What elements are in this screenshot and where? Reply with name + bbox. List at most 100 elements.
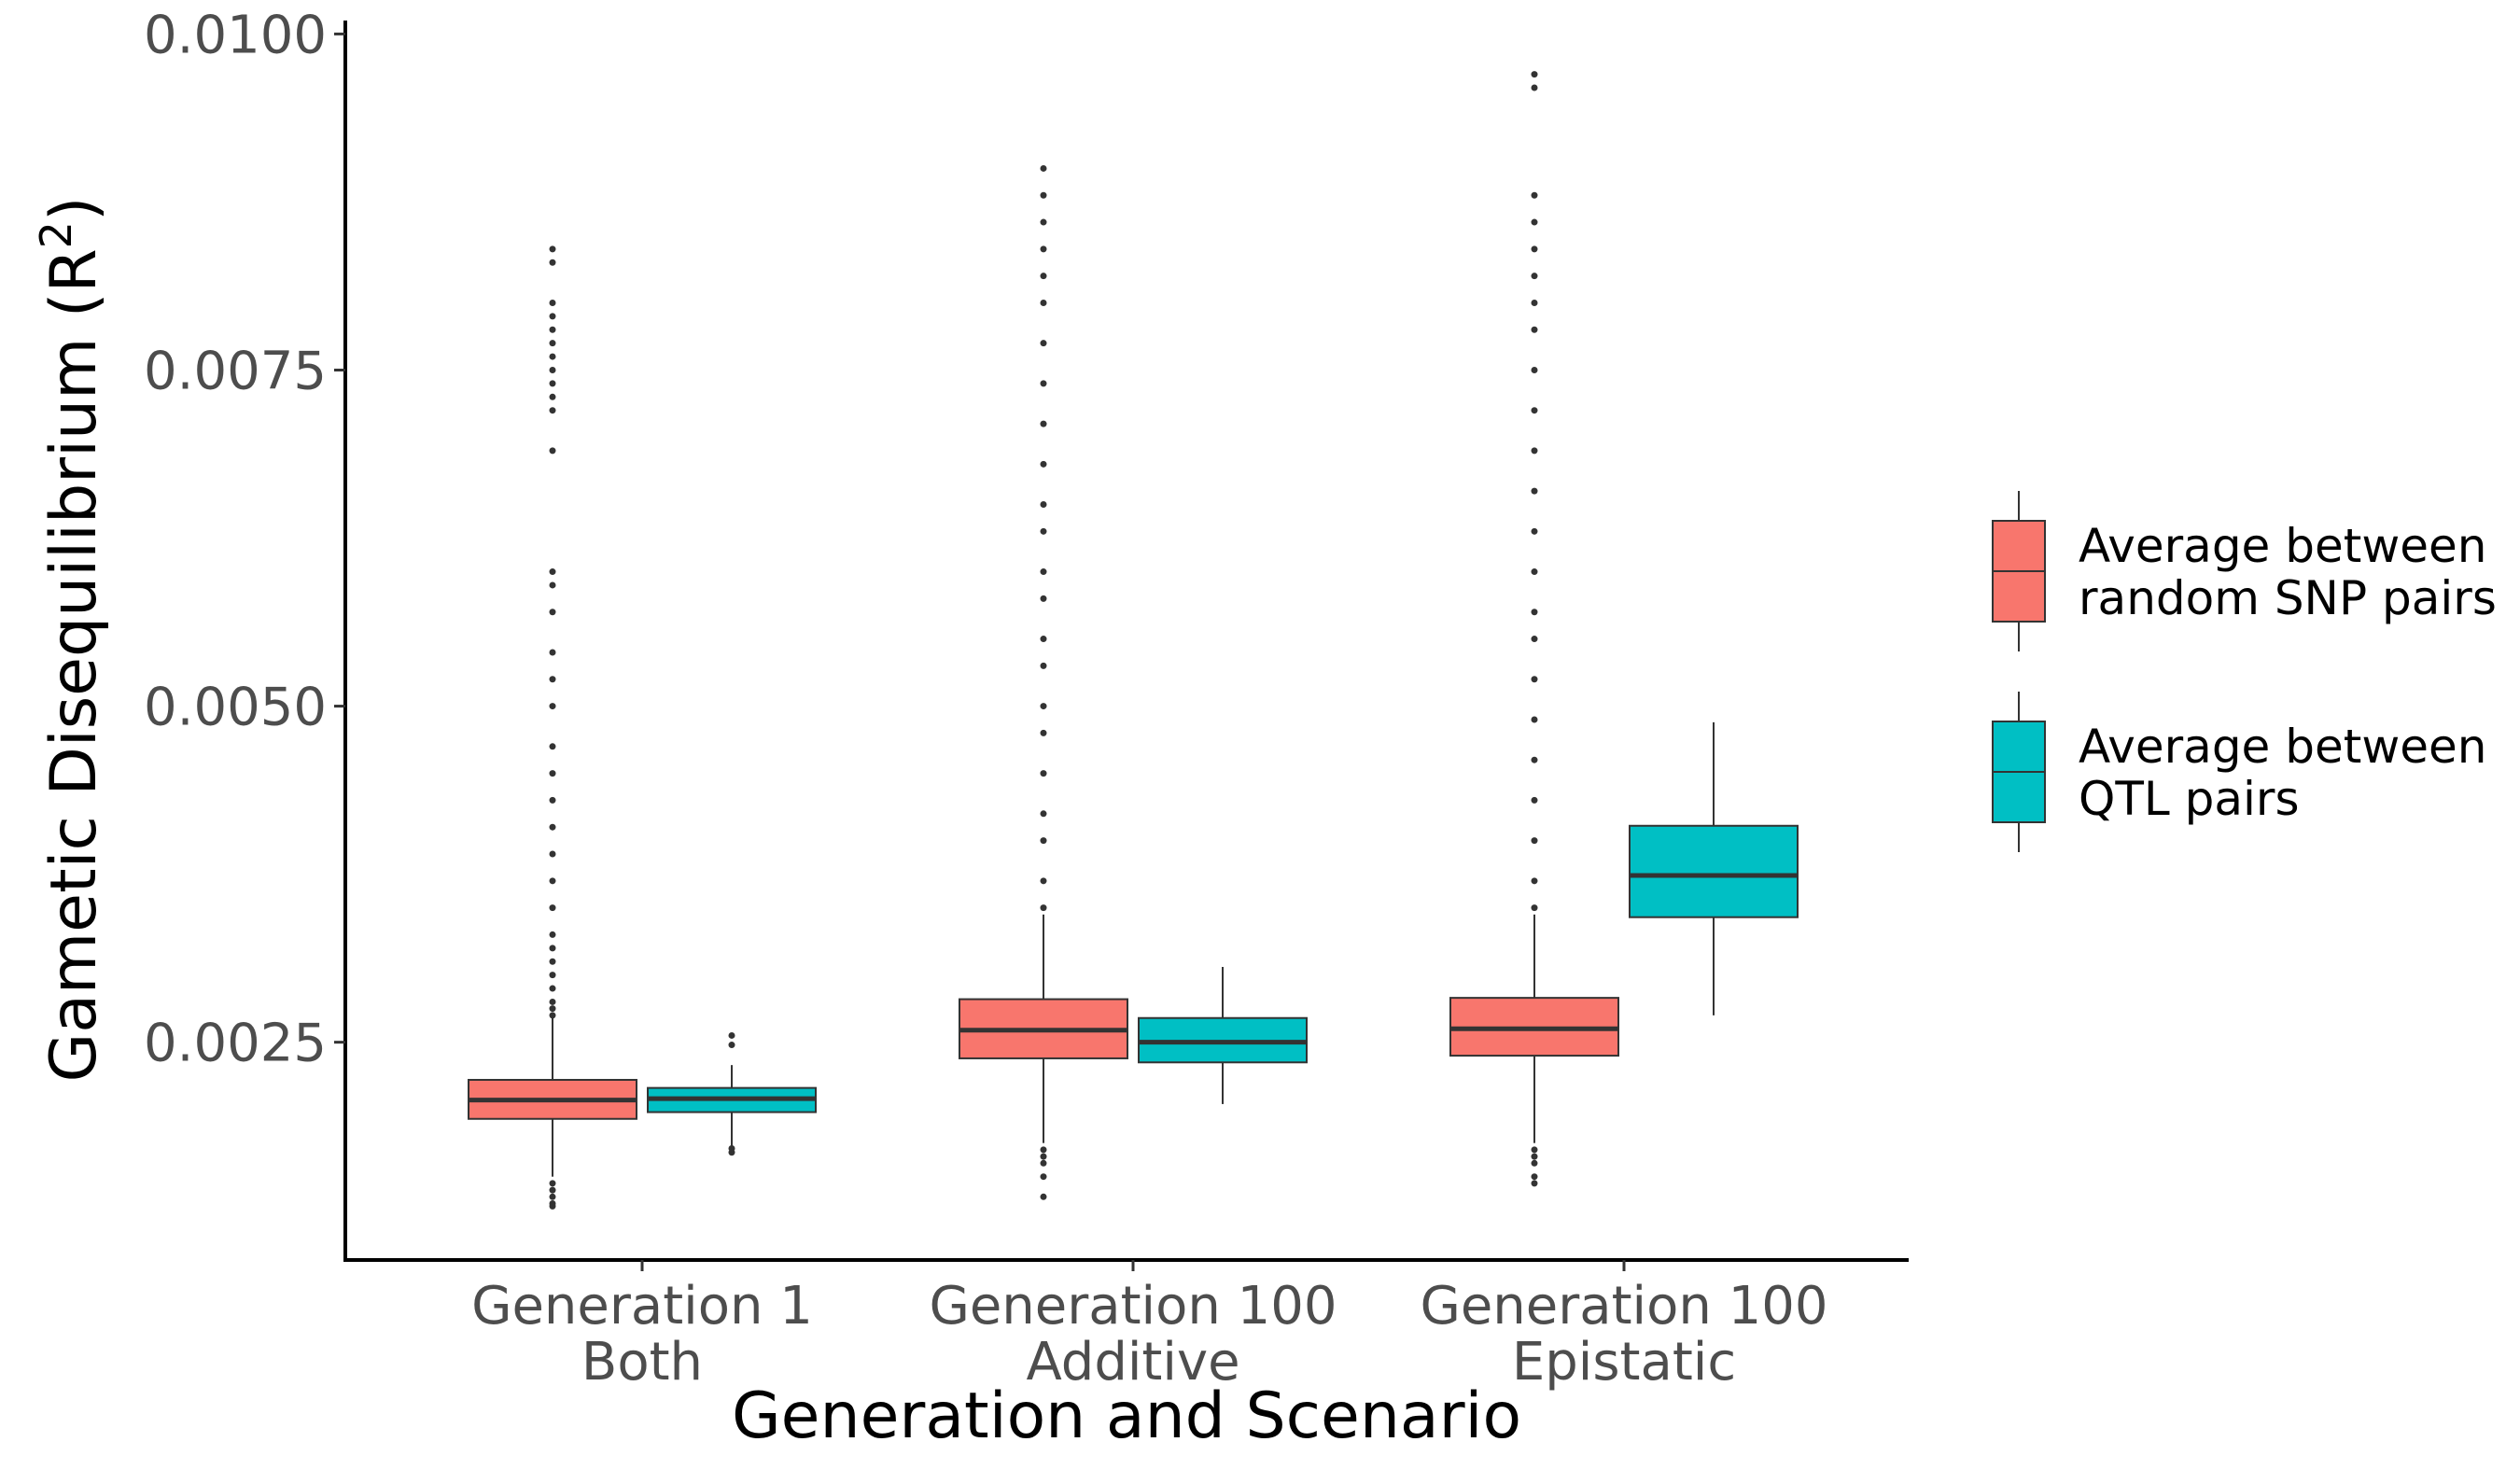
x-tick-label-line1: Generation 100 [1420, 1276, 1827, 1337]
y-tick-label: 0.0075 [144, 341, 327, 401]
outlier-point [1531, 609, 1538, 616]
outlier-point [549, 407, 556, 414]
box-1-3 [1449, 71, 1619, 1187]
outlier-point [1531, 84, 1538, 91]
outlier-point [549, 958, 556, 965]
outlier-point [549, 568, 556, 576]
outlier-point [1531, 447, 1538, 455]
outlier-point [549, 945, 556, 952]
box-body [1629, 824, 1799, 918]
outlier-point [1040, 527, 1047, 535]
outlier-point [549, 353, 556, 360]
outlier-point [1040, 164, 1047, 172]
outlier-point [1531, 527, 1538, 535]
legend-label-line: Average between [2079, 720, 2486, 774]
outlier-point [549, 581, 556, 589]
outlier-point [1040, 1193, 1047, 1200]
outlier-point [1040, 595, 1047, 602]
outlier-point [1531, 218, 1538, 226]
outlier-point [1531, 636, 1538, 643]
y-axis-title-end: ) [37, 196, 111, 221]
outlier-point [1040, 380, 1047, 387]
legend-label-line: random SNP pairs [2079, 571, 2497, 625]
outlier-point [1040, 568, 1047, 576]
outlier-point [1040, 1159, 1047, 1167]
outlier-point [1531, 487, 1538, 495]
outlier-point [1040, 340, 1047, 347]
outlier-point [1040, 662, 1047, 669]
outlier-point [549, 1180, 556, 1187]
outlier-point [549, 676, 556, 683]
outlier-point [549, 326, 556, 333]
outlier-point [1040, 1146, 1047, 1154]
outlier-point [1040, 191, 1047, 199]
y-ticks: 0.0025 0.0050 0.0075 0.0100 [144, 5, 345, 1074]
outlier-point [1531, 1180, 1538, 1187]
legend-label: Average between QTL pairs [2079, 720, 2486, 826]
outlier-point [1040, 770, 1047, 777]
outlier-point [549, 770, 556, 777]
x-tick-label-line1: Generation 1 [471, 1276, 813, 1337]
outlier-point [1531, 326, 1538, 333]
x-axis-title: Generation and Scenario [732, 1379, 1521, 1453]
legend-label-line: QTL pairs [2079, 772, 2300, 826]
outlier-point [1040, 636, 1047, 643]
outlier-point [1040, 501, 1047, 509]
outlier-point [549, 850, 556, 858]
outlier-point [1531, 407, 1538, 414]
outlier-point [549, 1193, 556, 1200]
outlier-point [1531, 366, 1538, 373]
legend-item-2: Average between QTL pairs [1992, 692, 2486, 852]
outlier-point [1531, 1173, 1538, 1181]
box-1-1 [468, 245, 637, 1210]
outlier-point [1531, 191, 1538, 199]
outlier-point [1040, 1153, 1047, 1160]
y-tick-label: 0.0100 [144, 5, 327, 65]
outlier-point [1531, 71, 1538, 78]
outlier-point [1531, 299, 1538, 306]
outlier-point [1531, 568, 1538, 576]
outlier-point [549, 972, 556, 979]
outlier-point [549, 904, 556, 912]
outlier-point [1040, 877, 1047, 885]
y-tick-label: 0.0025 [144, 1014, 327, 1074]
outlier-point [1531, 1159, 1538, 1167]
outlier-point [1040, 837, 1047, 845]
y-axis-title-main: Gametic Disequilibrium (R [37, 248, 111, 1082]
outlier-point [1040, 703, 1047, 710]
outlier-point [1531, 245, 1538, 253]
outlier-point [1040, 299, 1047, 306]
box-2-2 [1138, 967, 1308, 1104]
outlier-point [728, 1144, 735, 1152]
outlier-point [1040, 904, 1047, 912]
outlier-point [549, 299, 556, 306]
outlier-point [1040, 420, 1047, 427]
box-1-2 [959, 164, 1128, 1200]
outlier-point [549, 366, 556, 373]
outlier-point [1040, 273, 1047, 280]
outlier-point [549, 380, 556, 387]
plot-area [468, 71, 1799, 1210]
y-axis-title: Gametic Disequilibrium (R2) [31, 196, 111, 1082]
box-2-3 [1629, 721, 1799, 1015]
outlier-point [728, 1042, 735, 1049]
outlier-point [1531, 796, 1538, 804]
outlier-point [1531, 877, 1538, 885]
outlier-point [549, 259, 556, 266]
x-tick-label-line2: Additive [1026, 1332, 1239, 1393]
outlier-point [549, 1005, 556, 1013]
box-2-1 [647, 1031, 817, 1156]
y-tick-label: 0.0050 [144, 678, 327, 738]
outlier-point [549, 877, 556, 885]
outlier-point [549, 340, 556, 347]
outlier-point [549, 985, 556, 992]
legend-item-1: Average between random SNP pairs [1992, 491, 2497, 651]
outlier-point [549, 743, 556, 750]
outlier-point [549, 931, 556, 938]
outlier-point [1531, 676, 1538, 683]
outlier-point [549, 703, 556, 710]
x-tick-label-line1: Generation 100 [929, 1276, 1337, 1337]
